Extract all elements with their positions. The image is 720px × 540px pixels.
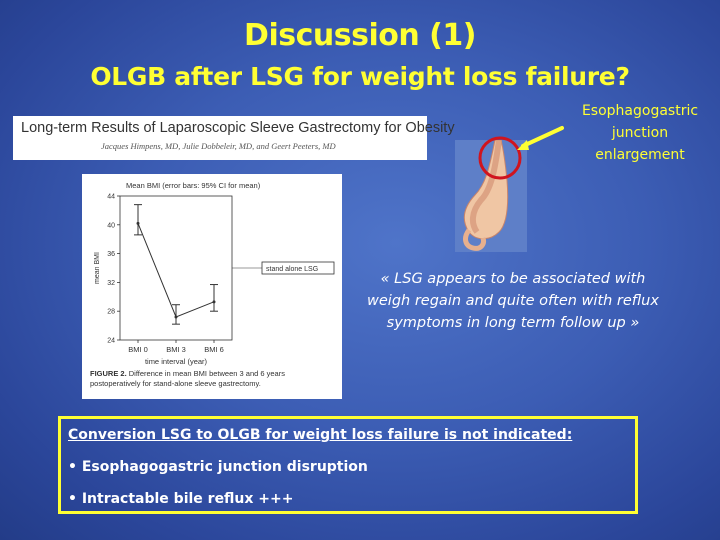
x-axis-label: time interval (year)	[145, 357, 208, 366]
annotation-line: enlargement	[595, 147, 685, 163]
y-tick-label: 36	[107, 251, 115, 258]
article-authors: Jacques Himpens, MD, Julie Dobbeleir, MD…	[101, 141, 336, 151]
series-line	[137, 223, 215, 318]
conclusion-item: • Intractable bile reflux +++	[68, 491, 294, 507]
data-point	[136, 221, 140, 225]
conclusion-box: Conversion LSG to OLGB for weight loss f…	[58, 416, 638, 514]
annotation-line: Esophagogastric	[581, 103, 699, 119]
annotation-line: junction	[611, 125, 669, 141]
data-point	[212, 300, 216, 304]
x-tick-label: BMI 3	[166, 345, 186, 354]
chart-title: Mean BMI (error bars: 95% CI for mean)	[126, 181, 261, 190]
article-header-image: Long-term Results of Laparoscopic Sleeve…	[13, 116, 455, 160]
bmi-chart: Mean BMI (error bars: 95% CI for mean) 44…	[90, 181, 335, 388]
quote-line: « LSG appears to be associated with	[380, 271, 646, 287]
sleeve-stomach-illustration	[455, 140, 527, 252]
y-tick-label: 44	[107, 194, 115, 201]
conclusion-item: • Esophagogastric junction disruption	[68, 459, 368, 475]
junction-annotation: Esophagogastric junction enlargement	[572, 100, 708, 166]
quote-line: weigh regain and quite often with reflux	[367, 293, 659, 309]
y-tick-label: 32	[107, 280, 115, 287]
x-tick-label: BMI 0	[128, 345, 148, 354]
lsg-quote: « LSG appears to be associated with weig…	[358, 268, 668, 334]
quote-line: symptoms in long term follow up »	[386, 315, 640, 331]
legend-label: stand alone LSG	[266, 266, 318, 273]
figure-caption: FIGURE 2. Difference in mean BMI between…	[90, 369, 285, 378]
y-tick-label: 40	[107, 222, 115, 229]
slide-subtitle: OLGB after LSG for weight loss failure?	[90, 62, 630, 91]
data-point	[174, 315, 178, 319]
x-tick-label: BMI 6	[204, 345, 224, 354]
article-title: Long-term Results of Laparoscopic Sleeve…	[21, 120, 455, 136]
y-tick-label: 28	[107, 309, 115, 316]
y-tick-label: 24	[107, 338, 115, 345]
slide-title: Discussion (1)	[244, 18, 476, 53]
figure-caption-line: postoperatively for stand-alone sleeve g…	[90, 379, 261, 388]
bmi-chart-figure: Mean BMI (error bars: 95% CI for mean) 44…	[82, 174, 342, 399]
conclusion-heading: Conversion LSG to OLGB for weight loss f…	[68, 427, 573, 443]
y-axis-label: mean BMI	[94, 252, 101, 284]
